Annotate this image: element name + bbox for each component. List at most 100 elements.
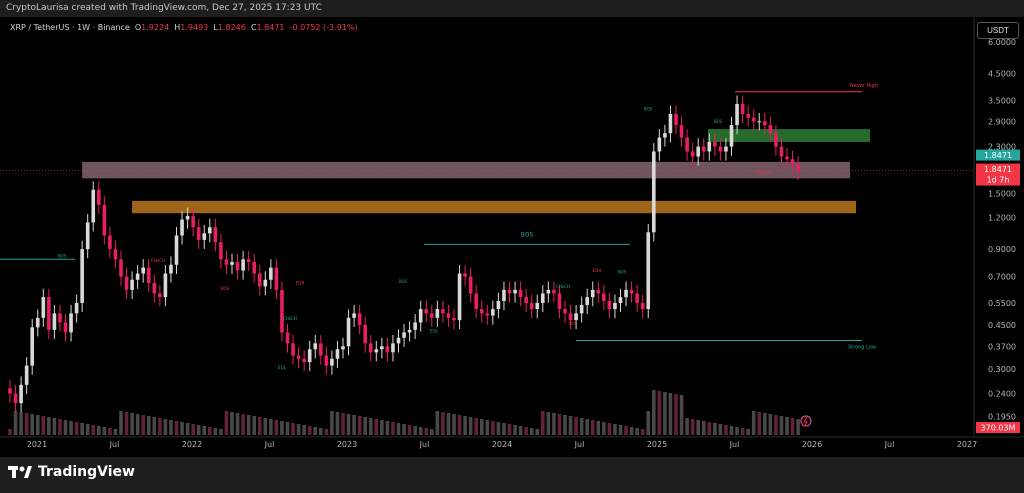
volume-bar xyxy=(696,420,700,435)
volume-bar xyxy=(313,427,318,435)
volume-bar xyxy=(629,427,634,435)
candle-body xyxy=(579,304,584,314)
candle-body xyxy=(652,151,656,233)
candle-body xyxy=(219,242,223,260)
chart-area[interactable]: 6.0000 4.5000 3.5000 2.9000 2.3000 1.5000 1.20… xyxy=(0,17,1024,457)
candle-body xyxy=(718,146,723,152)
volume-bar xyxy=(8,429,12,435)
candle-body xyxy=(8,388,12,394)
candle-body xyxy=(535,302,540,310)
structure-label: CHoCH xyxy=(151,258,165,263)
volume-bar xyxy=(563,415,567,435)
volume-bar xyxy=(529,428,534,435)
time-tick-label: Jul xyxy=(884,440,895,449)
strong-low-label: Strong Low xyxy=(848,345,876,351)
time-tick-label: Jul xyxy=(729,440,740,449)
candle-body xyxy=(47,297,51,330)
volume-bar xyxy=(574,417,578,435)
candle-body xyxy=(130,279,134,290)
candle-body xyxy=(385,346,390,353)
candle-body xyxy=(690,151,695,157)
candle-body xyxy=(141,267,145,274)
volume-bar xyxy=(479,419,484,435)
countdown-label: 1d 7h xyxy=(987,176,1010,185)
volume-bar xyxy=(385,421,390,435)
volume-bar xyxy=(108,428,112,435)
candle-body xyxy=(368,343,373,353)
volume-bar xyxy=(63,420,68,435)
structure-label: CHoCH xyxy=(283,316,297,321)
volume-bar xyxy=(180,422,184,435)
brand-name: TradingView xyxy=(38,464,135,480)
volume-bar xyxy=(735,427,739,435)
volume-bar xyxy=(713,423,717,435)
volume-bar xyxy=(58,419,62,435)
volume-bar xyxy=(319,428,323,435)
candle-body xyxy=(646,232,651,310)
candle-body xyxy=(85,222,90,250)
candle-body xyxy=(774,133,778,147)
candle-body xyxy=(341,346,345,350)
candle-body xyxy=(208,227,212,234)
candle-body xyxy=(296,355,301,359)
candle-body xyxy=(174,235,179,265)
volume-bar xyxy=(196,425,201,435)
candle-body xyxy=(629,289,634,294)
price-tick-label: 4.5000 xyxy=(988,69,1016,78)
candle-body xyxy=(596,289,601,294)
candle-body xyxy=(163,273,168,298)
price-tick-label: 0.1950 xyxy=(988,412,1016,421)
top-bar: CryptoLaurisa created with TradingView.c… xyxy=(0,0,1024,17)
volume-bar xyxy=(679,395,684,435)
candle-body xyxy=(246,259,251,263)
volume-bar xyxy=(335,412,340,435)
volume-bar xyxy=(796,419,800,435)
volume-bar xyxy=(19,412,23,435)
symbol-legend: XRP / TetherUS · 1W · Binance O1.9224 H1… xyxy=(10,23,358,32)
volume-bar xyxy=(518,426,523,435)
volume-bar xyxy=(307,426,312,435)
volume-bar xyxy=(246,415,251,435)
volume-bar xyxy=(740,428,745,435)
candle-body xyxy=(696,146,700,157)
candle-body xyxy=(352,313,356,318)
candle-body xyxy=(257,273,262,287)
last-price-tag-bg xyxy=(976,149,1020,161)
price-tick-label: 1.5000 xyxy=(988,189,1016,198)
candle-body xyxy=(635,293,639,303)
candle-body xyxy=(418,309,423,323)
candle-body xyxy=(685,137,689,152)
volume-bar xyxy=(24,413,29,435)
volume-bar xyxy=(52,418,57,435)
currency-selector[interactable]: USDT xyxy=(977,22,1019,39)
volume-bar xyxy=(47,417,51,435)
candle-body xyxy=(624,289,628,298)
candle-body xyxy=(568,313,573,321)
volume-bar xyxy=(341,413,345,435)
candle-body xyxy=(518,289,523,298)
candle-body xyxy=(108,235,112,250)
last-price-tag-green: 1.8471 xyxy=(984,151,1012,160)
candle-body xyxy=(457,273,462,321)
volume-bar xyxy=(69,421,73,435)
candle-body xyxy=(269,267,273,280)
volume-bar xyxy=(91,425,96,435)
candle-body xyxy=(135,273,140,280)
close-label: C xyxy=(250,23,257,32)
candle-body xyxy=(202,233,207,240)
structure-label: EQH xyxy=(593,268,602,273)
volume-bar xyxy=(230,412,234,435)
structure-label: BOS xyxy=(644,107,653,112)
candle-body xyxy=(541,293,545,303)
candle-body xyxy=(324,355,329,366)
time-tick-label: 2023 xyxy=(337,440,357,449)
price-chart[interactable]: 6.0000 4.5000 3.5000 2.9000 2.3000 1.5000 1.20… xyxy=(0,17,1024,457)
volume-bar xyxy=(185,423,190,435)
candle-body xyxy=(674,114,678,126)
candle-body xyxy=(291,343,295,356)
candle-body xyxy=(335,349,340,359)
volume-bar xyxy=(30,414,34,435)
volume-bar xyxy=(607,423,612,435)
structure-label: EQL xyxy=(430,328,439,333)
volume-tag-bg xyxy=(976,422,1020,433)
